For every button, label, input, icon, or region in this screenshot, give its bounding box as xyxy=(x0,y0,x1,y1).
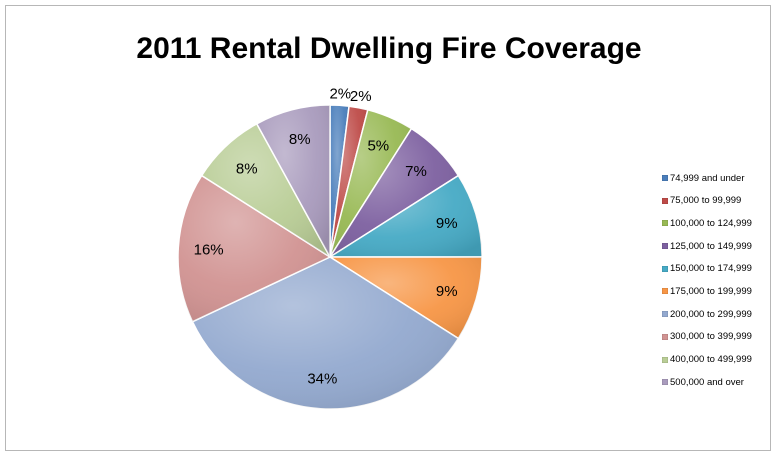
legend-item-5: 150,000 to 174,999 xyxy=(662,263,752,275)
chart-area: 2011 Rental Dwelling Fire Coverage 2% 2% 5… xyxy=(5,5,771,451)
pie-data-labels: 2%2% 5% 7% 9% 9% 34% 16% 8% 8% xyxy=(194,85,458,387)
data-label-10: 8% xyxy=(289,131,311,148)
legend-swatch xyxy=(662,265,668,272)
data-label-5: 9% xyxy=(436,215,458,232)
pie-chart: 2%2% 5% 7% 9% 9% 34% 16% 8% 8% xyxy=(177,85,483,410)
legend-swatch xyxy=(662,220,668,227)
data-label-8: 16% xyxy=(194,241,224,258)
legend-label: 200,000 to 299,999 xyxy=(670,308,752,320)
data-label-2: 2% xyxy=(350,88,372,105)
data-label-6: 9% xyxy=(436,283,458,300)
legend-item-4: 125,000 to 149,999 xyxy=(662,240,752,252)
legend-item-8: 300,000 to 399,999 xyxy=(662,331,752,343)
pie-slice-sheen-9 xyxy=(201,123,330,257)
legend-label: 500,000 and over xyxy=(670,376,744,388)
pie-slice-sheen-10 xyxy=(256,105,330,257)
legend-item-6: 175,000 to 199,999 xyxy=(662,285,752,297)
legend-label: 125,000 to 149,999 xyxy=(670,240,752,252)
legend-swatch xyxy=(662,288,668,295)
data-label-4: 7% xyxy=(405,163,427,180)
data-label-1: 2% xyxy=(329,85,351,102)
legend-label: 300,000 to 399,999 xyxy=(670,331,752,343)
pie-slice-sheen-5 xyxy=(330,175,482,257)
legend-swatch xyxy=(662,243,668,250)
legend-label: 100,000 to 124,999 xyxy=(670,217,752,229)
legend-label: 150,000 to 174,999 xyxy=(670,263,752,275)
legend-item-10: 500,000 and over xyxy=(662,376,752,388)
legend-label: 74,999 and under xyxy=(670,172,745,184)
legend-swatch xyxy=(662,175,668,181)
pie-slice-sheen-4 xyxy=(330,128,459,257)
legend-item-7: 200,000 to 299,999 xyxy=(662,308,752,320)
legend-label: 400,000 to 499,999 xyxy=(670,354,752,365)
legend-item-1: 74,999 and under xyxy=(662,172,752,184)
data-label-7: 34% xyxy=(307,370,337,387)
pie-slices xyxy=(177,104,483,410)
chart-legend: 74,999 and under 75,000 to 99,999 100,000 … xyxy=(662,172,752,399)
legend-item-3: 100,000 to 124,999 xyxy=(662,217,752,229)
legend-label: 75,000 to 99,999 xyxy=(670,195,742,207)
legend-swatch xyxy=(662,311,668,318)
legend-swatch xyxy=(662,197,668,204)
legend-swatch xyxy=(662,379,668,386)
legend-swatch xyxy=(662,356,668,363)
data-label-3: 5% xyxy=(367,137,389,154)
pie-slice-sheen-3 xyxy=(330,109,412,257)
legend-item-9: 400,000 to 499,999 xyxy=(662,354,752,366)
pie-slice-sheen-6 xyxy=(330,257,482,339)
legend-swatch xyxy=(662,333,668,340)
pie-slice-sheen-7 xyxy=(192,257,459,410)
data-label-9: 8% xyxy=(236,160,258,177)
legend-item-2: 75,000 to 99,999 xyxy=(662,195,752,207)
chart-title: 2011 Rental Dwelling Fire Coverage xyxy=(136,32,642,65)
legend-label: 175,000 to 199,999 xyxy=(670,285,752,297)
pie-slice-sheen-8 xyxy=(178,175,330,322)
